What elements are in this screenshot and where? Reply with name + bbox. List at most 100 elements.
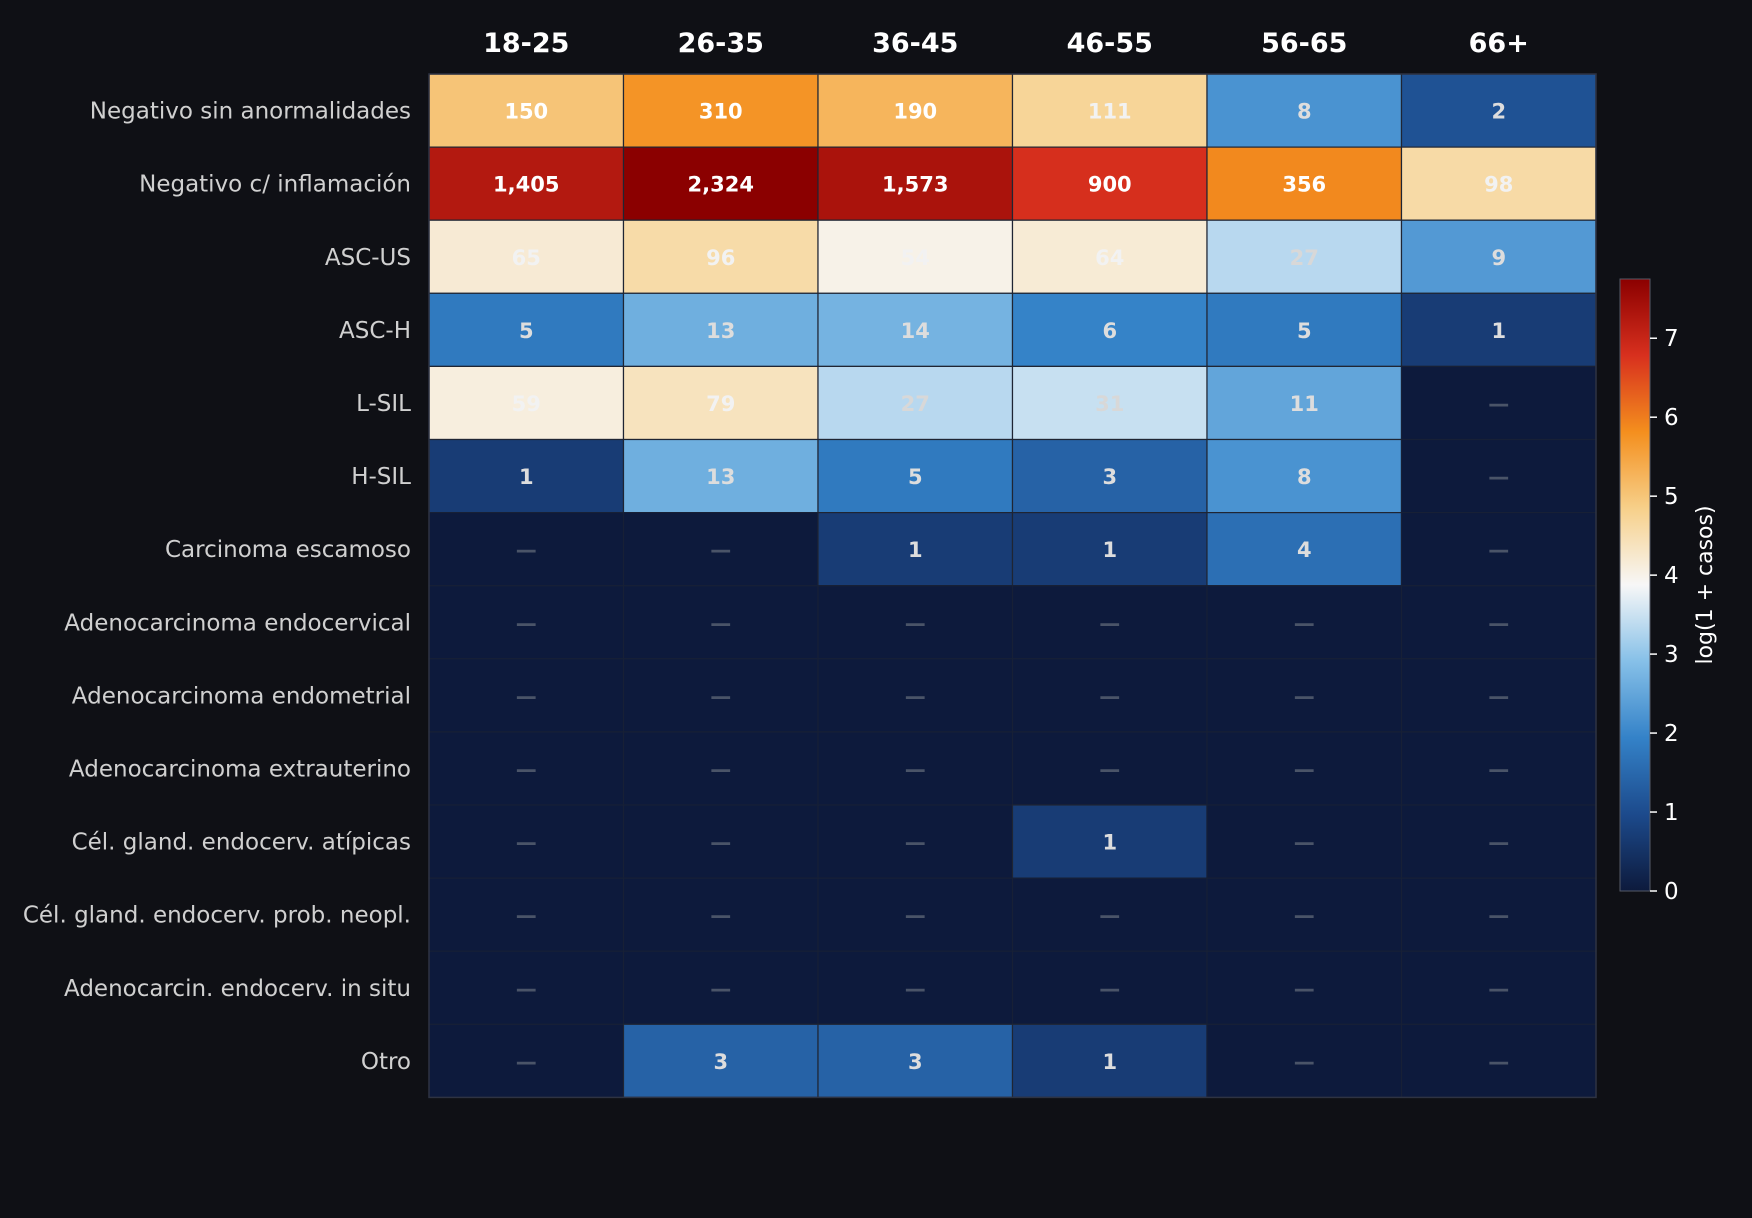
cell-value-label: 8 (1297, 465, 1312, 489)
colorbar-tick-label: 1 (1664, 800, 1679, 826)
heatmap-cell (428, 950, 625, 1025)
cell-value-label: 13 (706, 465, 735, 489)
heatmap-cell (1011, 731, 1208, 806)
cell-value-label: 1 (1102, 538, 1117, 562)
colorbar-tick-label: 2 (1664, 721, 1679, 747)
column-labels: 18-25 26-35 36-45 46-55 56-65 66+ (483, 28, 1529, 59)
cell-value-label: — (905, 831, 926, 855)
cell-value-label: — (905, 611, 926, 635)
colorbar-tick-label: 5 (1664, 484, 1679, 510)
colorbar-gradient (1619, 278, 1651, 892)
cell-value-label: — (710, 611, 731, 635)
heatmap-cell (622, 585, 819, 660)
heatmap-cell (1011, 146, 1208, 221)
heatmap-cell (817, 731, 1014, 806)
row-label-cel-gland-endocerv-prob-neopl: Cél. gland. endocerv. prob. neopl. (23, 903, 411, 929)
cell-value-label: — (1294, 1050, 1315, 1074)
heatmap-cell (1011, 585, 1208, 660)
heatmap-cell (622, 511, 819, 587)
cell-value-label: 310 (699, 100, 743, 124)
cell-value-label: 190 (893, 100, 937, 124)
heatmap-cell (428, 146, 625, 221)
cell-value-label: 900 (1088, 173, 1132, 197)
cell-value-label: — (1294, 904, 1315, 928)
heatmap-cell (622, 292, 819, 367)
heatmap-cell (1400, 511, 1597, 587)
row-label-asc-h: ASC-H (339, 318, 411, 344)
cell-value-label: 8 (1297, 100, 1312, 124)
cell-value-label: — (1488, 757, 1509, 781)
cell-value-label: — (516, 1050, 537, 1074)
cell-value-label: — (1099, 757, 1120, 781)
cell-value-label: 9 (1491, 246, 1506, 270)
heatmap-cell (428, 804, 625, 879)
heatmap-cell (1206, 73, 1403, 148)
cell-value-label: — (710, 757, 731, 781)
cell-value-label: 5 (908, 465, 923, 489)
cell-value-label: — (516, 831, 537, 855)
cell-value-label: — (905, 904, 926, 928)
heatmap-cell (817, 950, 1014, 1025)
heatmap-cell (622, 1023, 819, 1099)
heatmap-cell (622, 804, 819, 879)
heatmap-cell (1206, 511, 1403, 587)
colorbar-tick-label: 7 (1664, 326, 1679, 352)
cell-value-label: 5 (1297, 319, 1312, 343)
cell-value-label: — (1488, 977, 1509, 1001)
heatmap-cell (622, 438, 819, 514)
column-label-18-25: 18-25 (483, 28, 569, 59)
cell-value-label: — (1294, 977, 1315, 1001)
cell-value-label: 14 (901, 319, 930, 343)
heatmap-cell (817, 73, 1014, 148)
heatmap-cell (817, 146, 1014, 221)
row-label-h-sil: H-SIL (351, 464, 411, 490)
grid-frame (428, 73, 1597, 1099)
heatmap-cell (817, 658, 1014, 733)
heatmap-cell (622, 877, 819, 952)
cell-value-label: — (905, 684, 926, 708)
cell-value-label: — (516, 684, 537, 708)
cell-value-label: 11 (1290, 392, 1319, 416)
cell-value-label: — (1294, 757, 1315, 781)
heatmap-cell (1206, 146, 1403, 221)
cell-value-label: 150 (504, 100, 548, 124)
cell-value-label: 6 (1102, 319, 1117, 343)
heatmap-cell (1206, 950, 1403, 1025)
cell-value-label: — (1294, 831, 1315, 855)
heatmap-cell (1400, 1023, 1597, 1099)
cell-value-label: 2 (1491, 100, 1506, 124)
cell-value-label: 1 (908, 538, 923, 562)
heatmap-cell (1206, 585, 1403, 660)
heatmap-cell (622, 146, 819, 221)
row-label-adenocarcinoma-endocervical: Adenocarcinoma endocervical (64, 610, 411, 636)
column-label-26-35: 26-35 (678, 28, 764, 59)
cell-value-label: 98 (1484, 173, 1513, 197)
colorbar: 0 1 2 3 4 5 6 7 log(1 + casos) (1619, 278, 1718, 905)
row-label-carcinoma-escamoso: Carcinoma escamoso (165, 537, 411, 563)
cell-value-label: 1 (1102, 831, 1117, 855)
heatmap-cell (1011, 438, 1208, 514)
cell-value-label: 65 (512, 246, 541, 270)
column-label-66: 66+ (1469, 28, 1529, 59)
heatmap-cell (1400, 585, 1597, 660)
cell-value-label: — (1488, 831, 1509, 855)
cell-value-label: 27 (1290, 246, 1319, 270)
row-label-l-sil: L-SIL (356, 391, 411, 417)
heatmap-cell (1206, 804, 1403, 879)
cell-value-label: 111 (1088, 100, 1132, 124)
cell-value-label: — (1488, 1050, 1509, 1074)
cell-value-label: 1 (1491, 319, 1506, 343)
row-label-otro: Otro (361, 1049, 411, 1075)
heatmap-cell (1206, 877, 1403, 952)
cell-value-label: — (1488, 611, 1509, 635)
cell-value-label: 79 (706, 392, 735, 416)
heatmap-cell (1011, 804, 1208, 879)
heatmap-cell (1011, 73, 1208, 148)
cell-value-label: 59 (512, 392, 541, 416)
cell-value-label: — (1488, 465, 1509, 489)
cell-value-label: 356 (1282, 173, 1326, 197)
heatmap-cell (1400, 438, 1597, 514)
column-label-56-65: 56-65 (1261, 28, 1347, 59)
cell-value-label: 31 (1095, 392, 1124, 416)
